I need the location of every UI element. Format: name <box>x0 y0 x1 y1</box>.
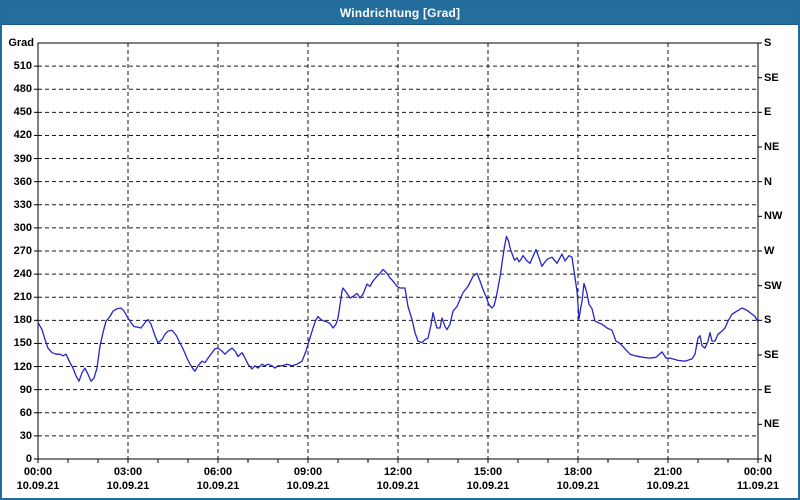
plot-border <box>37 42 759 460</box>
title-bar: Windrichtung [Grad] <box>2 2 798 25</box>
window-title: Windrichtung [Grad] <box>339 6 461 20</box>
chart-area: Grad 510 480 450 420 390 360 330 300 270 240 210 180… <box>2 25 798 498</box>
wind-direction-chart <box>34 42 762 463</box>
wind-direction-line <box>37 235 759 382</box>
